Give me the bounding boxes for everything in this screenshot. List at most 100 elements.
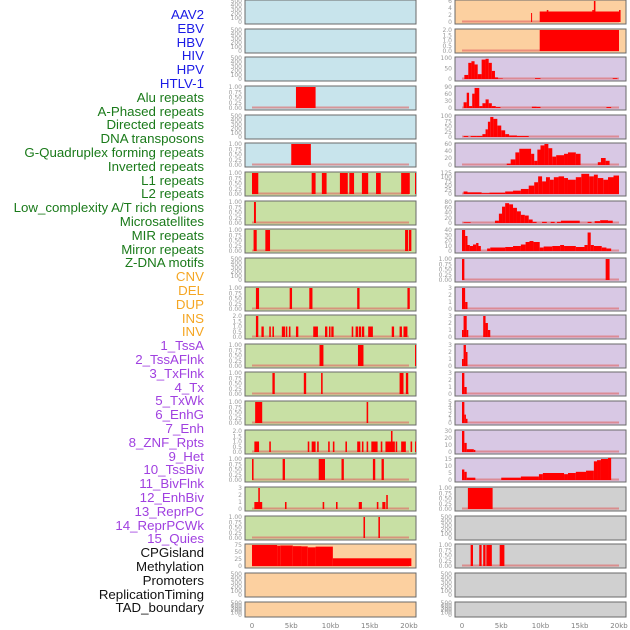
baseline-bar <box>252 507 409 510</box>
y-tick-label: 0.75 <box>229 204 243 211</box>
panel-background <box>454 572 627 598</box>
signal-bar <box>505 191 514 194</box>
y-tick-label: 500 <box>231 571 243 578</box>
y-tick-label: 100 <box>441 113 453 120</box>
baseline-bar <box>462 421 619 424</box>
y-tick-label: 50 <box>444 124 452 131</box>
signal-bar <box>560 220 580 223</box>
signal-bar <box>462 373 465 394</box>
panel-background <box>244 286 417 312</box>
y-tick-label: 0 <box>448 105 452 112</box>
y-tick-label: 0 <box>448 248 452 255</box>
y-tick-label: 0.00 <box>229 220 243 227</box>
baseline-bar <box>252 249 409 252</box>
legend-label: 3_TxFlnk <box>149 365 204 381</box>
y-tick-label: 400 <box>231 602 243 609</box>
y-tick-label: 0 <box>448 19 452 26</box>
y-tick-label: 500 <box>231 256 243 263</box>
panel-background <box>244 28 417 54</box>
panel-background <box>244 85 417 111</box>
legend-label: 5_TxWk <box>155 393 204 409</box>
y-tick-label: 10 <box>444 442 452 449</box>
signal-bar <box>564 178 568 194</box>
signal-bar <box>543 246 553 251</box>
signal-bar <box>366 441 369 452</box>
y-tick-label: 75 <box>444 178 452 185</box>
panel-background <box>244 142 417 168</box>
signal-bar <box>488 62 492 79</box>
signal-bar <box>409 230 412 251</box>
y-tick-label: 0.25 <box>229 530 243 537</box>
signal-bar <box>606 248 612 251</box>
baseline-bar <box>252 478 409 481</box>
y-tick-label: 60 <box>444 91 452 98</box>
legend-label: 14_ReprPCWk <box>115 517 204 533</box>
y-tick-label: 2.0 <box>232 428 242 435</box>
signal-bar <box>539 247 544 251</box>
y-tick-label: 100 <box>441 174 453 181</box>
y-tick-label: 2.0 <box>232 313 242 320</box>
y-tick-label: 400 <box>231 31 243 38</box>
signal-bar <box>467 488 493 509</box>
signal-bar <box>405 373 409 394</box>
signal-bar <box>487 248 491 251</box>
signal-bar <box>358 326 362 337</box>
signal-bar <box>361 173 369 194</box>
y-tick-label: 0 <box>448 162 452 169</box>
signal-bar <box>462 359 464 366</box>
signal-bar <box>494 77 499 79</box>
signal-bar <box>288 326 291 337</box>
y-tick-label: 300 <box>231 605 243 612</box>
baseline-bar <box>462 278 619 281</box>
y-tick-label: 0.0 <box>232 449 242 456</box>
y-tick-label: 25 <box>444 187 452 194</box>
y-tick-label: 0.50 <box>439 496 453 503</box>
y-tick-label: 200 <box>231 269 243 276</box>
y-tick-label: 200 <box>231 40 243 47</box>
track-panel: 0.000.250.500.751.00 <box>229 342 417 370</box>
signal-bar <box>564 246 576 251</box>
y-tick-label: 30 <box>444 232 452 239</box>
signal-bar <box>505 203 510 223</box>
signal-bar <box>542 473 565 480</box>
y-tick-label: 50 <box>444 183 452 190</box>
panel-background <box>454 257 627 283</box>
x-tick-label: 0 <box>250 622 254 630</box>
y-tick-label: 200 <box>231 126 243 133</box>
y-tick-label: 200 <box>441 527 453 534</box>
track-panel: 0.000.250.500.751.00 <box>229 399 417 427</box>
y-tick-label: 0.75 <box>439 547 453 554</box>
signal-bar <box>465 236 468 251</box>
track-panel: 0.00.51.01.52.0 <box>232 313 417 341</box>
y-tick-label: 40 <box>444 148 452 155</box>
y-tick-label: 100 <box>441 588 453 595</box>
y-tick-label: 0.50 <box>439 553 453 560</box>
signal-bar <box>339 173 348 194</box>
legend-label: 1_TssA <box>160 338 204 354</box>
y-tick-label: 100 <box>441 531 453 538</box>
y-tick-label: 5 <box>448 470 452 477</box>
y-tick-label: 1.5 <box>442 32 452 39</box>
signal-bar <box>341 459 344 480</box>
signal-bar <box>534 160 538 165</box>
y-tick-label: 0 <box>238 612 242 619</box>
signal-bar <box>462 230 466 251</box>
signal-bar <box>380 441 383 452</box>
signal-bar <box>606 107 612 108</box>
y-tick-label: 0.25 <box>229 386 243 393</box>
signal-bar <box>368 326 373 337</box>
signal-bar <box>463 102 467 108</box>
y-tick-label: 15 <box>444 456 452 463</box>
signal-bar <box>494 220 499 223</box>
y-tick-label: 0 <box>448 76 452 83</box>
y-tick-label: 0.50 <box>229 210 243 217</box>
signal-bar <box>399 326 402 337</box>
panel-background <box>244 457 417 483</box>
signal-bar <box>462 259 465 280</box>
y-tick-label: 2 <box>448 349 452 356</box>
